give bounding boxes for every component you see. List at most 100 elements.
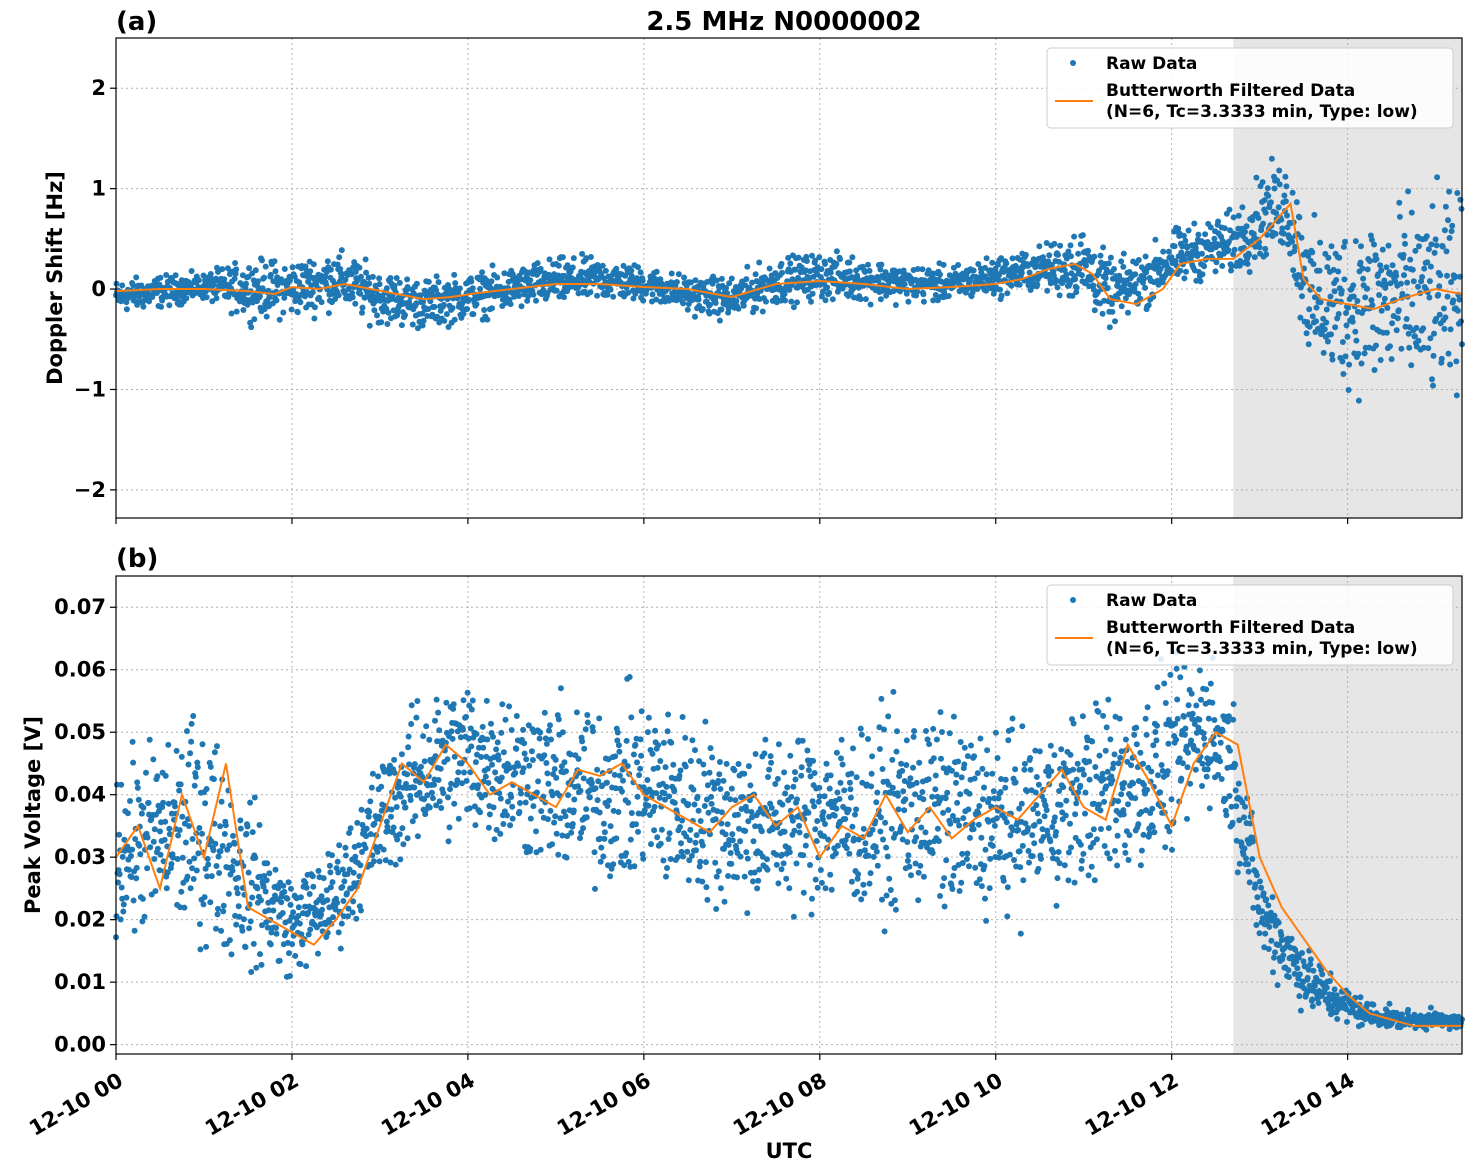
panel-a-raw-point (119, 282, 126, 289)
panel-a-raw-point (1265, 192, 1272, 199)
panel-a-raw-point (1396, 213, 1403, 220)
panel-b-raw-point (359, 821, 366, 828)
panel-b-raw-point (687, 826, 694, 833)
panel-a-raw-point (378, 319, 385, 326)
panel-b-raw-point (1234, 869, 1241, 876)
panel-a-raw-point (809, 252, 815, 259)
panel-a-raw-point (1180, 232, 1187, 239)
panel-a-raw-point (281, 294, 288, 301)
panel-a-raw-point (140, 303, 147, 310)
panel-a-raw-point (1444, 272, 1450, 279)
panel-b-raw-point (1206, 805, 1213, 812)
panel-b-raw-point (1143, 731, 1150, 738)
panel-b-raw-point (846, 779, 853, 786)
panel-b-raw-point (1067, 751, 1074, 758)
panel-b-raw-point (423, 723, 430, 730)
panel-a-raw-point (310, 261, 317, 268)
panel-a-raw-point (1160, 248, 1167, 255)
panel-b-raw-point (845, 806, 852, 813)
panel-a-raw-point (1306, 306, 1313, 313)
panel-b-raw-point (982, 846, 989, 853)
panel-b-raw-point (750, 878, 756, 885)
panel-a-raw-point (1383, 264, 1390, 271)
panel-a-raw-point (1436, 311, 1443, 318)
panel-b-raw-point (1060, 760, 1067, 767)
panel-b-raw-point (1201, 735, 1208, 742)
panel-a-raw-point (534, 260, 541, 267)
panel-a-raw-point (409, 321, 416, 328)
panel-b-raw-point (834, 842, 841, 849)
panel-b-raw-point (483, 697, 490, 704)
panel-b-raw-point (1296, 993, 1303, 1000)
panel-b-raw-point (644, 729, 651, 736)
panel-b-raw-point (449, 735, 456, 742)
panel-b-raw-point (335, 869, 342, 876)
panel-b-raw-point (637, 736, 644, 743)
panel-b-raw-point (1061, 862, 1068, 869)
panel-a-raw-point (1329, 351, 1335, 358)
panel-b-raw-point (683, 833, 690, 840)
panel-b-raw-point (1230, 716, 1237, 723)
panel-b-raw-point (584, 712, 591, 718)
panel-b-raw-point (464, 689, 471, 696)
panel-a-raw-point (1008, 282, 1015, 289)
panel-b-raw-point (1100, 776, 1107, 783)
panel-b-raw-point (442, 739, 449, 746)
panel-b-raw-point (968, 742, 974, 749)
panel-b-raw-point (1098, 826, 1104, 832)
panel-a-raw-point (464, 306, 471, 312)
panel-a-raw-point (594, 292, 601, 299)
panel-b-raw-point (1082, 810, 1088, 817)
panel-b-raw-point (1045, 772, 1052, 779)
panel-b-raw-point (615, 742, 622, 749)
panel-b-raw-point (204, 855, 211, 862)
panel-b-raw-point (116, 871, 123, 878)
panel-a-raw-point (1106, 324, 1113, 331)
panel-b-raw-point (380, 846, 387, 853)
panel-a-raw-point (983, 255, 990, 262)
panel-b-raw-point (1270, 969, 1276, 976)
panel-b-raw-point (1305, 966, 1312, 973)
panel-b-raw-point (551, 819, 558, 826)
panel-a-raw-point (1263, 251, 1270, 258)
panel-b-raw-point (187, 885, 194, 892)
panel-a-raw-point (261, 306, 268, 313)
panel-b-raw-point (886, 875, 893, 882)
panel-a-raw-point (1127, 281, 1133, 288)
panel-b-raw-point (951, 865, 958, 871)
panel-b-raw-point (130, 759, 137, 766)
panel-b-raw-point (981, 862, 988, 869)
panel-b-raw-point (990, 788, 997, 795)
panel-b-raw-point (926, 741, 933, 748)
panel-a-raw-point (1328, 243, 1335, 250)
panel-b-raw-point (1077, 841, 1084, 848)
panel-a-raw-point (488, 278, 495, 285)
panel-b-raw-point (645, 802, 652, 809)
panel-a-raw-point (1320, 349, 1327, 356)
panel-b-raw-point (997, 789, 1004, 795)
panel-b-raw-point (616, 748, 623, 755)
panel-a-raw-point (1260, 220, 1267, 227)
panel-b-raw-point (783, 875, 790, 882)
panel-b-raw-point (253, 964, 260, 971)
panel-b-raw-point (1215, 771, 1222, 778)
panel-b-raw-point (174, 856, 181, 862)
panel-b-raw-point (1021, 766, 1028, 773)
panel-b-raw-point (240, 916, 247, 923)
panel-b-raw-point (1169, 846, 1175, 853)
panel-b-raw-point (772, 781, 779, 787)
panel-b-raw-point (915, 897, 922, 904)
panel-a-raw-point (1373, 256, 1380, 263)
panel-b-raw-point (525, 722, 532, 729)
panel-b-raw-point (874, 862, 881, 869)
panel-b-raw-point (461, 769, 467, 776)
panel-a-raw-point (1230, 214, 1237, 221)
panel-a-raw-point (420, 317, 427, 324)
panel-b-raw-point (329, 879, 336, 886)
panel-b-raw-point (1309, 996, 1316, 1003)
panel-b-raw-point (743, 849, 750, 856)
panel-b-raw-point (492, 769, 499, 776)
panel-b-raw-point (1144, 786, 1151, 793)
panel-b-raw-point (176, 787, 183, 794)
panel-b-raw-point (1021, 760, 1028, 767)
